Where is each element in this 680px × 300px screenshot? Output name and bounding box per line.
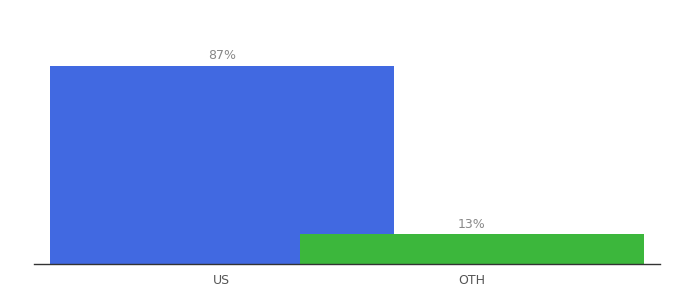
Bar <box>300 234 644 264</box>
Bar <box>50 66 394 264</box>
Text: 13%: 13% <box>458 218 486 231</box>
Text: 87%: 87% <box>207 49 236 62</box>
